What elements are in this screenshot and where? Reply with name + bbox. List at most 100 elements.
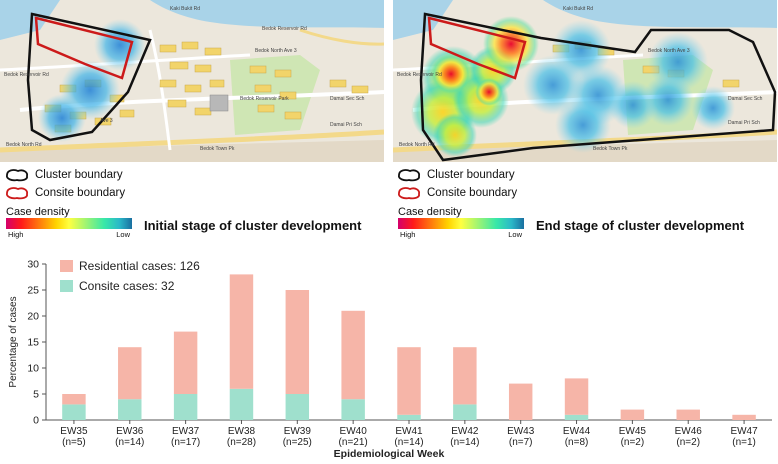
map-label: Damai Sec Sch [728, 96, 763, 102]
x-tick-label: EW42 [451, 426, 479, 437]
epi-week-chart: 0 5 10 15 20 25 30 Percentage of cases EW35 (n=5)… [0, 250, 778, 460]
map-label: Kaki Bukit Rd [170, 6, 200, 12]
map-label: Bedok Reservoir Park [240, 96, 289, 102]
map-label: Kaki Bukit Rd [563, 6, 593, 12]
x-tick-sublabel: (n=28) [227, 437, 256, 448]
consite-boundary-icon [398, 187, 421, 200]
y-tick-label: 30 [27, 259, 39, 271]
cluster-boundary-icon [6, 169, 29, 182]
initial-stage-title: Initial stage of cluster development [144, 218, 362, 233]
x-tick-label: EW37 [172, 426, 200, 437]
x-tick-label: EW44 [563, 426, 591, 437]
x-tick-sublabel: (n=5) [62, 437, 86, 448]
x-tick-label: EW39 [284, 426, 312, 437]
map-label: Bedok North Ave 3 [648, 48, 690, 54]
end-stage-legend: Cluster boundary Consite boundary Case d… [396, 164, 778, 239]
cluster-boundary-icon [398, 169, 421, 182]
map-label: Bedok North Rd [6, 142, 42, 148]
map-label: Bedok Reservoir Rd [262, 26, 307, 32]
bar-consite [62, 404, 86, 420]
x-axis-label: Epidemiological Week [334, 448, 445, 459]
map-label: Bedok Town Pk [200, 146, 235, 152]
map-label: Damai Pri Sch [728, 120, 760, 126]
x-tick-sublabel: (n=14) [115, 437, 144, 448]
legend-cluster-boundary: Cluster boundary [4, 168, 123, 182]
y-tick-label: 15 [27, 337, 39, 349]
map-label: Bedok North Rd [399, 142, 435, 148]
bar-residential [285, 290, 310, 394]
bar-residential [173, 331, 198, 394]
map-label: Ave 3 [100, 118, 113, 124]
x-tick-sublabel: (n=8) [565, 437, 589, 448]
map-label: Damai Sec Sch [330, 96, 365, 102]
legend-cluster-boundary: Cluster boundary [396, 168, 515, 182]
case-density-scale [398, 218, 524, 229]
y-tick-label: 5 [33, 389, 39, 401]
y-axis-label: Percentage of cases [8, 296, 19, 387]
x-tick-label: EW40 [340, 426, 368, 437]
case-density-scale [6, 218, 132, 229]
end-stage-map: Bedok Reservoir Rd Bedok North Ave 3 Kak… [393, 0, 777, 162]
density-high-label: High [400, 230, 416, 239]
map-label: Bedok North Ave 3 [255, 48, 297, 54]
legend-label: Consite boundary [35, 187, 126, 199]
y-tick-label: 20 [27, 311, 39, 323]
map-label: Damai Pri Sch [330, 122, 362, 128]
bar-residential [732, 414, 756, 420]
x-tick-label: EW47 [730, 426, 758, 437]
bar-residential [564, 378, 589, 415]
bar-residential [229, 274, 254, 389]
bar-consite [173, 394, 198, 420]
bar-residential [676, 409, 700, 420]
x-tick-sublabel: (n=21) [339, 437, 368, 448]
bar-residential [620, 409, 645, 420]
case-density-label: Case density [398, 206, 462, 218]
legend-consite-boundary: Consite boundary [396, 186, 517, 200]
x-tick-sublabel: (n=7) [509, 437, 533, 448]
bar-consite [118, 399, 142, 420]
bar-residential [118, 347, 142, 400]
x-tick-sublabel: (n=2) [621, 437, 645, 448]
initial-stage-map: Bedok Reservoir Rd Bedok North Ave 3 Kak… [0, 0, 384, 162]
legend-label: Cluster boundary [35, 169, 123, 181]
consite-boundary-icon [6, 187, 29, 200]
bar-consite [229, 388, 254, 420]
legend-swatch [60, 280, 73, 292]
initial-stage-legend: Cluster boundary Consite boundary Case d… [4, 164, 394, 239]
x-tick-sublabel: (n=14) [394, 437, 423, 448]
y-tick-label: 0 [33, 415, 39, 427]
x-tick-sublabel: (n=1) [732, 437, 756, 448]
x-tick-label: EW45 [619, 426, 647, 437]
bar-residential [397, 347, 421, 415]
bar-residential [453, 347, 477, 405]
density-low-label: Low [116, 230, 130, 239]
legend-swatch [60, 260, 73, 272]
bar-consite [453, 404, 477, 420]
x-tick-label: EW41 [395, 426, 423, 437]
x-tick-sublabel: (n=25) [283, 437, 312, 448]
x-tick-sublabel: (n=17) [171, 437, 200, 448]
legend-entry: Consite cases: 32 [79, 279, 175, 293]
bar-consite [285, 394, 310, 420]
map-label: Bedok Town Pk [593, 146, 628, 152]
bar-residential [341, 310, 365, 400]
x-tick-label: EW46 [675, 426, 703, 437]
density-high-label: High [8, 230, 24, 239]
end-stage-title: End stage of cluster development [536, 218, 745, 233]
legend-label: Consite boundary [427, 187, 518, 199]
bar-consite [564, 414, 589, 420]
legend-label: Cluster boundary [427, 169, 515, 181]
x-tick-label: EW38 [228, 426, 256, 437]
x-tick-label: EW43 [507, 426, 535, 437]
legend-entry: Residential cases: 126 [79, 259, 200, 273]
stacked-bar-chart: 0 5 10 15 20 25 30 Percentage of cases EW35(n=5)… [8, 259, 772, 460]
x-tick-sublabel: (n=14) [450, 437, 479, 448]
bar-residential [508, 383, 533, 420]
x-tick-sublabel: (n=2) [676, 437, 700, 448]
y-tick-label: 25 [27, 285, 39, 297]
x-tick-label: EW36 [116, 426, 144, 437]
map-label: Bedok Reservoir Rd [4, 72, 49, 78]
map-label: Bedok Reservoir Rd [397, 72, 442, 78]
x-tick-label: EW35 [60, 426, 88, 437]
y-tick-label: 10 [27, 363, 39, 375]
